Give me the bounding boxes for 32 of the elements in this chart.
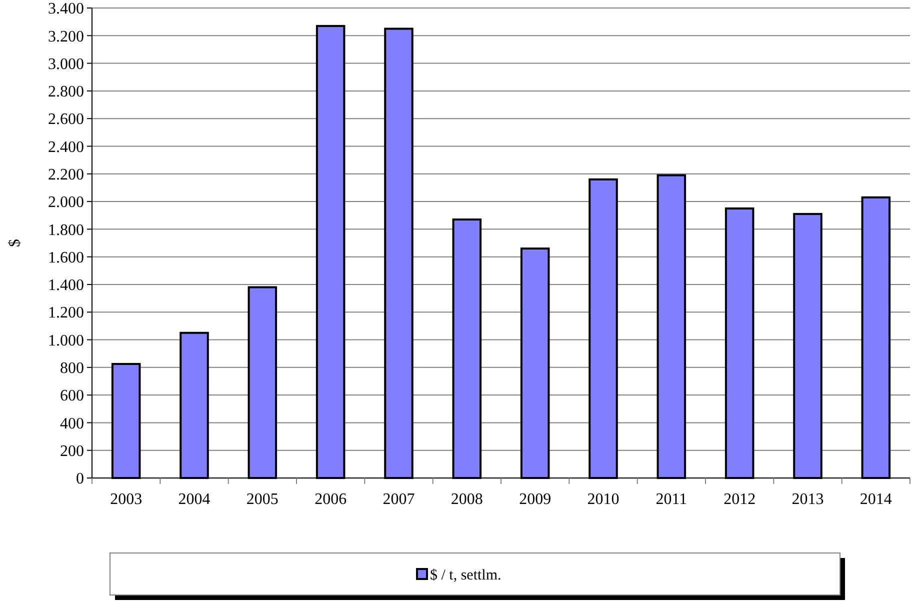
x-tick-label: 2004 (178, 491, 210, 508)
y-tick-label: 1.800 (48, 222, 84, 239)
x-tick-label: 2008 (450, 491, 483, 508)
y-tick-label: 1.400 (48, 277, 84, 294)
x-tick-label: 2012 (724, 491, 756, 508)
y-tick-label: 1.600 (48, 249, 84, 266)
y-tick-label: 3.000 (48, 56, 84, 73)
y-tick-label: 2.400 (48, 138, 84, 156)
y-tick-label: 0 (76, 470, 84, 488)
y-tick-label: 600 (60, 388, 84, 405)
x-tick-label: 2009 (519, 491, 552, 508)
x-tick-label: 2006 (314, 491, 347, 508)
y-tick-label: 1.200 (48, 304, 84, 322)
y-tick-label: 2.800 (48, 84, 84, 101)
x-tick-label: 2011 (656, 491, 688, 508)
x-tick-label: 2007 (382, 491, 415, 508)
x-tick-label: 2003 (110, 491, 142, 508)
y-tick-label: 2.600 (48, 111, 84, 128)
y-tick-label: 3.400 (48, 0, 84, 18)
y-tick-label: 800 (60, 360, 84, 378)
y-tick-label: 200 (60, 442, 84, 460)
x-tick-label: 2014 (860, 491, 892, 508)
y-tick-label: 2.200 (48, 166, 84, 184)
x-tick-label: 2005 (246, 491, 278, 508)
x-tick-label: 2013 (792, 491, 824, 508)
y-tick-label: 1.000 (48, 332, 84, 350)
y-tick-label: 2.000 (48, 194, 84, 212)
y-tick-label: 400 (60, 415, 84, 432)
y-axis-title: $ (6, 239, 24, 247)
legend-label: $ / t, settlm. (430, 567, 502, 584)
y-tick-label: 3.200 (48, 28, 84, 46)
x-tick-label: 2010 (587, 491, 620, 508)
